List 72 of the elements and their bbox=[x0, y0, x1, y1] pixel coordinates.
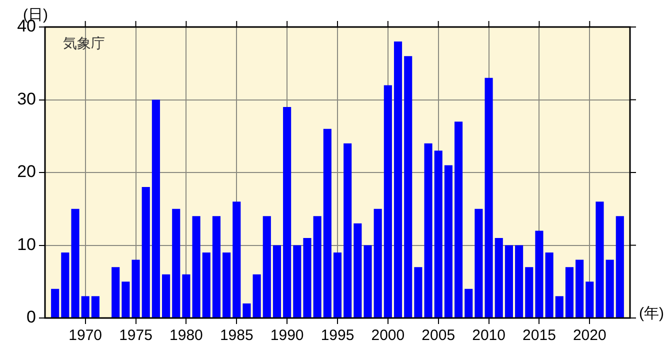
bar bbox=[606, 260, 614, 318]
bar bbox=[293, 245, 302, 318]
bar bbox=[91, 296, 100, 318]
x-tick-label: 1975 bbox=[119, 327, 152, 344]
bar bbox=[454, 122, 463, 318]
bar bbox=[424, 143, 432, 318]
bar bbox=[464, 288, 473, 318]
bar bbox=[394, 42, 402, 318]
bar bbox=[172, 208, 180, 318]
bar bbox=[122, 282, 130, 318]
bar bbox=[616, 216, 624, 318]
bar bbox=[555, 296, 564, 318]
x-tick-label: 1995 bbox=[320, 327, 354, 344]
x-axis-title: (年) bbox=[639, 305, 664, 322]
bar bbox=[212, 216, 220, 318]
bar bbox=[61, 252, 70, 318]
bar bbox=[51, 288, 60, 318]
bar bbox=[303, 238, 312, 318]
x-tick-label: 1990 bbox=[270, 327, 304, 344]
bar bbox=[484, 78, 493, 318]
bar bbox=[474, 208, 483, 318]
bar bbox=[384, 85, 392, 318]
x-tick-label: 2010 bbox=[472, 327, 506, 344]
bar bbox=[323, 128, 332, 318]
y-tick-label: 30 bbox=[17, 89, 36, 108]
bar bbox=[586, 282, 594, 318]
bar bbox=[444, 165, 452, 318]
bar bbox=[545, 252, 554, 318]
bar bbox=[202, 252, 210, 318]
x-tick-label: 2020 bbox=[572, 327, 606, 344]
x-tick-label: 2015 bbox=[522, 327, 556, 344]
bar bbox=[414, 267, 422, 318]
bar bbox=[515, 245, 524, 318]
x-tick-label: 1970 bbox=[68, 327, 102, 344]
bar bbox=[576, 260, 584, 318]
bar bbox=[364, 245, 372, 318]
bar bbox=[222, 252, 231, 318]
bar bbox=[333, 252, 342, 318]
bar bbox=[354, 223, 362, 318]
y-tick-label: 0 bbox=[26, 308, 36, 327]
bar bbox=[232, 202, 241, 318]
bar bbox=[252, 274, 261, 318]
bar bbox=[404, 56, 412, 318]
bar bbox=[192, 216, 200, 318]
bar bbox=[596, 202, 604, 318]
bar bbox=[283, 107, 292, 318]
bar bbox=[535, 230, 544, 318]
bar bbox=[242, 303, 251, 318]
bar bbox=[504, 245, 513, 318]
x-tick-label: 2005 bbox=[422, 327, 456, 344]
y-tick-label: 10 bbox=[17, 234, 36, 254]
bar bbox=[142, 187, 150, 318]
x-tick-label: 2000 bbox=[371, 327, 405, 344]
bar bbox=[565, 267, 574, 318]
bar bbox=[344, 143, 352, 318]
bar bbox=[81, 296, 90, 318]
y-tick-label: 20 bbox=[17, 162, 36, 182]
bar bbox=[182, 274, 190, 318]
bar bbox=[71, 208, 80, 318]
bar bbox=[272, 245, 282, 318]
x-tick-label: 1985 bbox=[220, 327, 254, 344]
x-tick-label: 1980 bbox=[170, 327, 203, 344]
bar bbox=[162, 274, 170, 318]
bar bbox=[494, 238, 503, 318]
bar bbox=[525, 267, 534, 318]
bar bbox=[112, 267, 120, 318]
bar bbox=[313, 216, 322, 318]
bar bbox=[262, 216, 271, 318]
bar bbox=[374, 208, 382, 318]
bar bbox=[152, 100, 160, 318]
bar bbox=[434, 150, 442, 318]
bar bbox=[132, 260, 140, 318]
